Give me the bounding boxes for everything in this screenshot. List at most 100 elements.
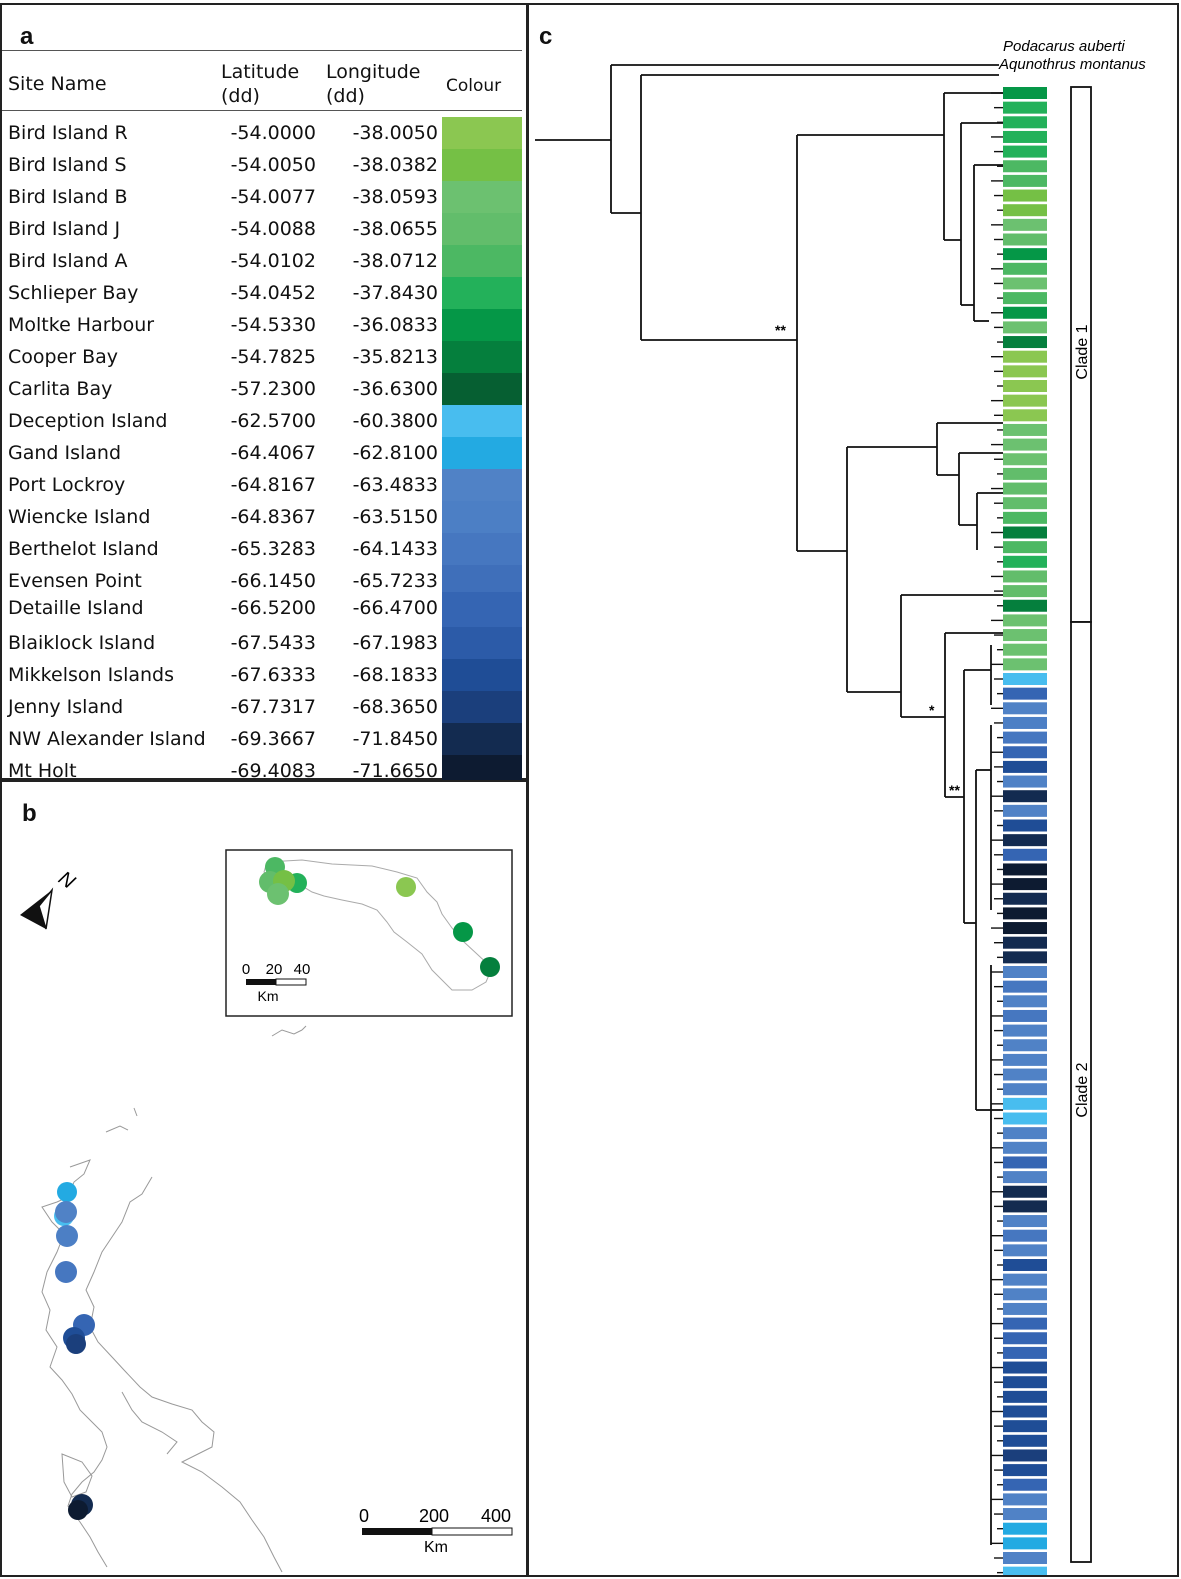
tree-branches [535,64,1004,1545]
table-row: Port Lockroy -64.8167 -63.4833 [2,469,526,501]
colour-swatch [442,592,522,627]
latitude-cell: -62.5700 [230,410,316,432]
latitude-cell: -69.3667 [230,728,316,750]
table-row: NW Alexander Island -69.3667 -71.8450 [2,723,526,755]
tip-colour-lockroy [1003,1039,1047,1052]
support-label-2: * [929,702,935,718]
site-name-cell: Bird Island B [8,186,128,208]
tip-colour-detaille [1003,1346,1047,1359]
marker-wiencke-island [56,1225,78,1247]
tip-colour-bird_r [1003,394,1047,407]
tip-colour-lockroy [1003,995,1047,1008]
marker-bird-island-r [396,877,416,897]
tip-colour-holt [1003,907,1047,920]
tree-leaf-lines [991,92,1003,1574]
svg-text:0: 0 [242,961,250,978]
table-header-rule [2,110,522,111]
marker-cooper-bay [480,957,500,977]
tip-colour-bird_b [1003,218,1047,231]
longitude-cell: -38.0655 [352,218,438,240]
tip-colour-detaille [1003,687,1047,700]
colour-swatch [442,627,522,659]
tip-colour-alexander [1003,1185,1047,1198]
header-latitude-unit: (dd) [221,85,260,107]
inset-scale-bar: 0 20 40 Km [242,961,311,1004]
table-row: Bird Island J -54.0088 -38.0655 [2,213,526,245]
table-row: Cooper Bay -54.7825 -35.8213 [2,341,526,373]
support-label-3: ** [949,782,960,798]
site-name-cell: Detaille Island [8,597,144,619]
tip-colour-lockroy [1003,966,1047,978]
site-name-cell: Port Lockroy [8,474,126,496]
tip-colour-berthelot [1003,1009,1047,1022]
site-name-cell: Berthelot Island [8,538,159,560]
tip-colour-alexander [1003,892,1047,905]
colour-swatch [442,691,522,723]
table-row: Wiencke Island -64.8367 -63.5150 [2,501,526,533]
tip-colour-mikkelson [1003,1361,1047,1374]
tip-colour-bird_a [1003,262,1047,275]
tree-tip-colour-strip [1003,87,1047,1575]
marker-port-lockroy [55,1201,77,1223]
site-name-cell: Evensen Point [8,570,142,592]
tip-colour-holt [1003,878,1047,891]
table-top-rule [2,50,522,51]
colour-swatch [442,149,522,181]
latitude-cell: -64.8367 [230,506,316,528]
longitude-cell: -35.8213 [352,346,438,368]
longitude-cell: -60.3800 [352,410,438,432]
site-name-cell: Cooper Bay [8,346,119,368]
longitude-cell: -38.0382 [352,154,438,176]
tip-colour-bird_a [1003,292,1047,305]
latitude-cell: -67.5433 [230,632,316,654]
table-row: Mikkelson Islands -67.6333 -68.1833 [2,659,526,691]
table-row: Deception Island -62.5700 -60.3800 [2,405,526,437]
table-row: Berthelot Island -65.3283 -64.1433 [2,533,526,565]
longitude-cell: -68.1833 [352,664,438,686]
colour-swatch [442,277,522,309]
table-row: Moltke Harbour -54.5330 -36.0833 [2,309,526,341]
tip-colour-gand [1003,1522,1047,1535]
latitude-cell: -67.6333 [230,664,316,686]
marker-jenny-island [66,1334,86,1354]
tip-colour-bird_b [1003,658,1047,671]
longitude-cell: -38.0593 [352,186,438,208]
table-row: Carlita Bay -57.2300 -36.6300 [2,373,526,405]
tip-colour-detaille [1003,1156,1047,1169]
longitude-cell: -38.0050 [352,122,438,144]
svg-text:0: 0 [359,1506,369,1526]
tip-colour-bird_j [1003,585,1047,598]
tip-colour-alexander [1003,951,1047,964]
tip-colour-holt [1003,922,1047,935]
tip-colour-lockroy [1003,1083,1047,1096]
latitude-cell: -54.0102 [230,250,316,272]
header-longitude: Longitude [326,61,421,83]
tip-colour-alexander [1003,834,1047,847]
tip-colour-lockroy [1003,804,1047,817]
north-label: N [54,867,79,894]
colour-swatch [442,659,522,691]
tip-colour-schlieper [1003,555,1047,568]
header-longitude-unit: (dd) [326,85,365,107]
svg-text:400: 400 [481,1506,511,1526]
alexander-island-outline [61,1391,178,1498]
site-name-cell: Carlita Bay [8,378,113,400]
tip-colour-mikkelson [1003,1376,1047,1389]
site-name-cell: Bird Island R [8,122,128,144]
header-site-name: Site Name [8,73,107,95]
tip-colour-lockroy [1003,1552,1047,1564]
panel-label-c: c [539,23,553,50]
panel-c-phylogeny: c [527,3,1179,1577]
table-row: Bird Island B -54.0077 -38.0593 [2,181,526,213]
tip-colour-bird_r [1003,350,1047,363]
tip-colour-mikkelson [1003,760,1047,773]
tip-colour-lockroy [1003,1068,1047,1081]
latitude-cell: -54.7825 [230,346,316,368]
tip-colour-mikkelson [1003,1390,1047,1403]
site-name-cell: Moltke Harbour [8,314,155,336]
longitude-cell: -37.8430 [352,282,438,304]
colour-swatch [442,565,522,592]
tip-colour-bird_j [1003,482,1047,495]
site-name-cell: Mt Holt [8,760,77,782]
site-name-cell: Bird Island A [8,250,128,272]
